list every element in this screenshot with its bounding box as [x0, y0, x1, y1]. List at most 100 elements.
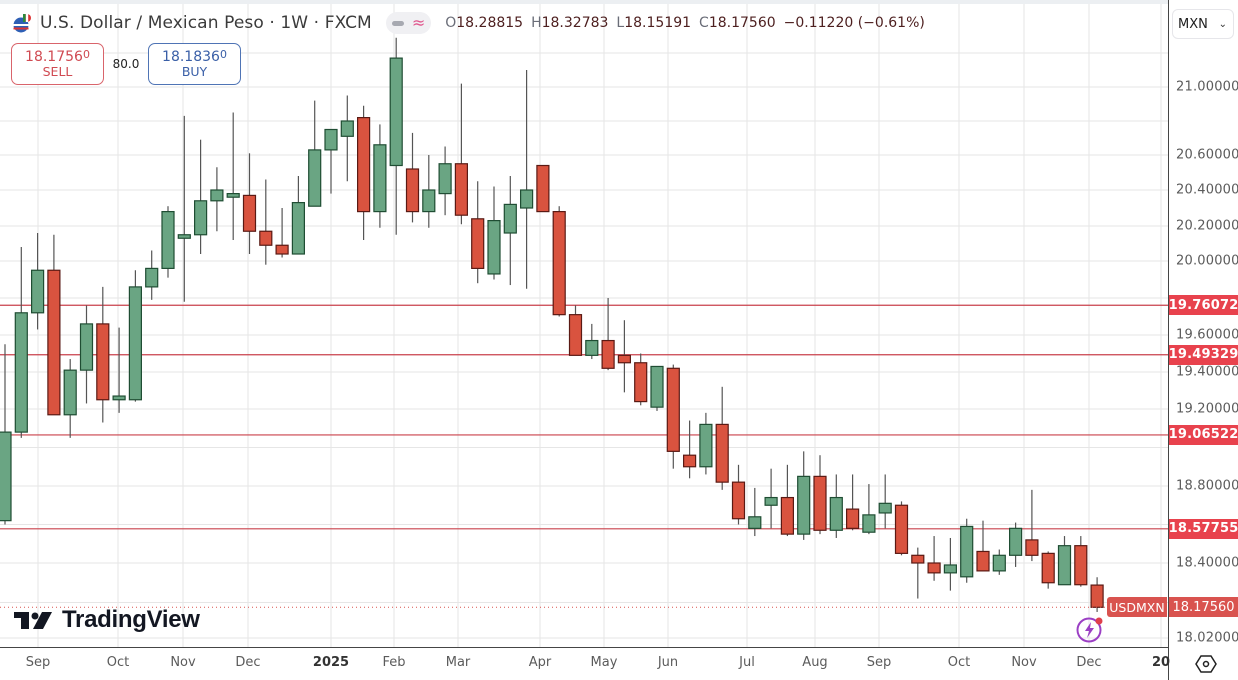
time-tick: May — [590, 655, 618, 670]
candle[interactable] — [31, 233, 45, 330]
candle[interactable] — [194, 139, 208, 254]
candle[interactable] — [96, 286, 110, 423]
candle[interactable] — [177, 115, 191, 302]
level-label: 18.57755 — [1169, 518, 1238, 539]
price-tick: 20.00000 — [1176, 253, 1238, 269]
candle[interactable] — [47, 234, 61, 416]
candle[interactable] — [699, 412, 713, 475]
candle[interactable] — [617, 320, 632, 393]
indicator-toggle-pill[interactable]: ≈ — [385, 12, 432, 34]
time-axis[interactable] — [0, 647, 1168, 680]
candle[interactable] — [259, 179, 273, 265]
sell-button[interactable]: 18.17560 SELL — [11, 43, 104, 85]
candle[interactable] — [862, 484, 876, 535]
candle[interactable] — [422, 155, 436, 228]
top-border — [0, 0, 1238, 4]
candle[interactable] — [63, 359, 77, 438]
chart-legend: U.S. Dollar / Mexican Peso · 1W · FXCM ≈… — [12, 12, 925, 34]
price-tick: 21.00000 — [1176, 79, 1238, 95]
candle[interactable] — [405, 132, 420, 223]
level-label: 19.06522 — [1169, 424, 1238, 445]
candle[interactable] — [601, 298, 615, 371]
candle[interactable] — [650, 365, 664, 411]
candle[interactable] — [797, 451, 811, 540]
candle[interactable] — [568, 305, 583, 356]
candle[interactable] — [161, 206, 175, 278]
candle[interactable] — [764, 468, 778, 529]
candle[interactable] — [454, 83, 468, 225]
candle[interactable] — [275, 208, 289, 258]
candle[interactable] — [1025, 489, 1039, 562]
candle[interactable] — [291, 176, 305, 255]
candle[interactable] — [780, 464, 795, 537]
candle[interactable] — [894, 501, 909, 556]
candle[interactable] — [308, 100, 322, 207]
close-label: C — [699, 15, 709, 31]
candle[interactable] — [748, 487, 762, 537]
flash-alert-button[interactable] — [1076, 615, 1104, 643]
candle[interactable] — [634, 353, 648, 406]
candle[interactable] — [715, 386, 729, 490]
candle[interactable] — [666, 364, 680, 469]
candle[interactable] — [487, 186, 501, 280]
candle[interactable] — [242, 153, 257, 254]
candle[interactable] — [960, 518, 974, 583]
usd-mxn-flag-icon — [12, 12, 34, 34]
candle[interactable] — [14, 247, 28, 438]
buy-button[interactable]: 18.18360 BUY — [148, 43, 241, 85]
ohlc-values: O18.28815 H18.32783 L18.15191 C18.17560 … — [445, 15, 925, 31]
candle[interactable] — [1008, 522, 1023, 567]
candle[interactable] — [128, 270, 142, 402]
candle[interactable] — [438, 146, 452, 216]
candle[interactable] — [112, 327, 126, 413]
price-axis[interactable] — [1168, 0, 1238, 680]
candle[interactable] — [731, 464, 746, 525]
time-tick: Jun — [657, 655, 679, 670]
candle[interactable] — [1041, 551, 1055, 589]
candle[interactable] — [79, 305, 94, 404]
candle[interactable] — [1090, 577, 1104, 612]
candle[interactable] — [503, 176, 517, 286]
candle[interactable] — [927, 536, 941, 581]
candle[interactable] — [992, 549, 1006, 575]
currency-dropdown[interactable]: MXN ⌄ — [1172, 9, 1234, 39]
candle[interactable] — [536, 164, 550, 213]
sell-price: 18.17560 — [25, 47, 90, 65]
candle[interactable] — [324, 128, 338, 194]
time-tick: Sep — [25, 655, 51, 670]
time-tick: Aug — [802, 655, 828, 670]
candle[interactable] — [0, 344, 12, 525]
candle[interactable] — [552, 206, 566, 317]
symbol-title[interactable]: U.S. Dollar / Mexican Peso · 1W · FXCM — [40, 13, 372, 33]
buy-price: 18.18360 — [162, 47, 227, 65]
hide-icon[interactable] — [391, 20, 404, 26]
time-tick: Oct — [947, 655, 971, 670]
candle[interactable] — [829, 474, 843, 538]
candle[interactable] — [585, 323, 599, 360]
chart-settings-button[interactable] — [1195, 653, 1217, 675]
candle[interactable] — [519, 70, 534, 289]
candle[interactable] — [682, 420, 697, 479]
candle[interactable] — [943, 537, 958, 591]
candle[interactable] — [389, 37, 403, 235]
candle[interactable] — [340, 95, 354, 182]
candle[interactable] — [911, 547, 925, 599]
candle[interactable] — [226, 112, 240, 241]
candle[interactable] — [210, 167, 224, 232]
candle[interactable] — [373, 124, 387, 228]
candle[interactable] — [1074, 536, 1088, 587]
candle[interactable] — [976, 520, 990, 572]
candle[interactable] — [145, 250, 159, 300]
high-label: H — [531, 15, 542, 31]
candle[interactable] — [813, 455, 827, 535]
wave-icon[interactable]: ≈ — [411, 13, 426, 32]
candle[interactable] — [878, 474, 892, 529]
candle[interactable] — [1057, 536, 1072, 586]
tradingview-logo[interactable]: TradingView — [14, 606, 200, 634]
price-tick: 19.60000 — [1176, 327, 1238, 343]
candle[interactable] — [357, 105, 371, 240]
time-tick: Dec — [235, 655, 261, 670]
candlestick-chart[interactable] — [0, 0, 1168, 647]
candle[interactable] — [471, 181, 485, 284]
candle[interactable] — [845, 474, 860, 531]
